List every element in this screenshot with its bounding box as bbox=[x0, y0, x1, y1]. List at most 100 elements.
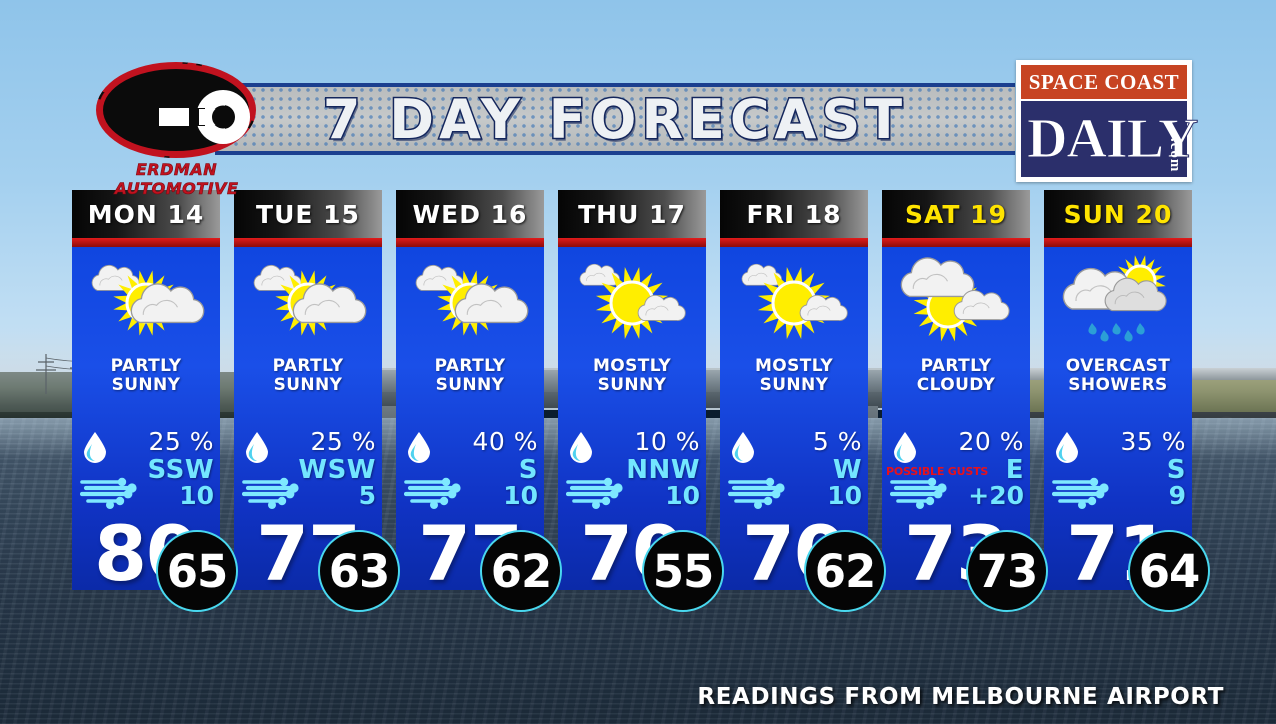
erdman-oval-icon bbox=[96, 62, 256, 158]
day-panel: PARTLY SUNNY 40 % S 10 77 bbox=[396, 247, 544, 594]
partly-cloudy-icon bbox=[900, 257, 1010, 342]
condition-line-2: SUNNY bbox=[111, 375, 181, 395]
publisher-wordmark: DAILY .com bbox=[1019, 101, 1199, 179]
day-header: SUN 20 bbox=[1044, 190, 1192, 238]
partly-sunny-icon bbox=[253, 264, 367, 336]
overcast-showers-icon bbox=[1062, 255, 1167, 342]
data-source-note: READINGS FROM MELBOURNE AIRPORT bbox=[697, 684, 1224, 710]
precipitation-icon bbox=[730, 431, 756, 463]
day-header: THU 17 bbox=[558, 190, 706, 238]
precipitation-chance: 10 % bbox=[634, 427, 700, 456]
wind-speed: 5 bbox=[358, 481, 376, 510]
weather-icon bbox=[1044, 255, 1192, 355]
day-panel: PARTLY SUNNY 25 % SSW 10 80 bbox=[72, 247, 220, 594]
header-accent-bar bbox=[396, 238, 544, 247]
condition-text: PARTLY CLOUDY bbox=[882, 357, 1030, 395]
publisher-line2: DAILY bbox=[1026, 108, 1198, 170]
gust-warning: POSSIBLE GUSTS bbox=[886, 465, 989, 478]
forecast-day-column[interactable]: WED 16 PARTLY SUNNY 40 % S 10 77 bbox=[396, 190, 544, 594]
condition-text: PARTLY SUNNY bbox=[234, 357, 382, 395]
header-accent-bar bbox=[1044, 238, 1192, 247]
publisher-line1: SPACE COAST bbox=[1019, 63, 1189, 101]
low-temperature-value: 63 bbox=[328, 544, 391, 598]
condition-line-2: SUNNY bbox=[759, 375, 829, 395]
wind-indicator-icon bbox=[403, 475, 464, 509]
condition-line-2: SHOWERS bbox=[1068, 375, 1168, 395]
partly-sunny-icon bbox=[415, 264, 529, 336]
wind-icon bbox=[403, 477, 461, 509]
precipitation-chance: 25 % bbox=[310, 427, 376, 456]
low-temperature-value: 62 bbox=[490, 544, 553, 598]
mostly-sunny-icon bbox=[741, 263, 848, 340]
low-temperature-badge: 64 bbox=[1128, 530, 1210, 612]
precipitation-chance: 35 % bbox=[1120, 427, 1186, 456]
low-temperature-badge: 65 bbox=[156, 530, 238, 612]
day-label: WED 16 bbox=[412, 199, 528, 229]
wind-speed: 10 bbox=[503, 481, 538, 510]
low-temperature-badge: 73 bbox=[966, 530, 1048, 612]
low-temperature-badge: 55 bbox=[642, 530, 724, 612]
wind-direction: SSW bbox=[147, 455, 214, 485]
precipitation-icon bbox=[892, 431, 918, 463]
wind-direction: W bbox=[832, 455, 862, 485]
day-header: WED 16 bbox=[396, 190, 544, 238]
wind-icon bbox=[565, 477, 623, 509]
condition-line-1: PARTLY bbox=[272, 356, 344, 376]
condition-text: OVERCAST SHOWERS bbox=[1044, 357, 1192, 395]
day-header: TUE 15 bbox=[234, 190, 382, 238]
wind-icon bbox=[727, 477, 785, 509]
header-accent-bar bbox=[720, 238, 868, 247]
precipitation-drop-icon bbox=[894, 432, 916, 463]
partly-sunny-icon bbox=[91, 264, 205, 336]
wind-speed: +20 bbox=[968, 481, 1024, 510]
condition-line-2: SUNNY bbox=[597, 375, 667, 395]
header-accent-bar bbox=[558, 238, 706, 247]
publisher-suffix: .com bbox=[1167, 137, 1183, 172]
header-accent-bar bbox=[72, 238, 220, 247]
sponsor-name: ERDMAN AUTOMOTIVE bbox=[114, 160, 239, 199]
precipitation-icon bbox=[406, 431, 432, 463]
page-title: 7 DAY FORECAST bbox=[321, 86, 908, 152]
forecast-day-column[interactable]: THU 17 MOSTLY SUNNY 10 % NNW 10 70 bbox=[558, 190, 706, 594]
condition-text: MOSTLY SUNNY bbox=[720, 357, 868, 395]
precipitation-drop-icon bbox=[570, 432, 592, 463]
wind-indicator-icon bbox=[1051, 475, 1112, 509]
precipitation-drop-icon bbox=[1056, 432, 1078, 463]
day-label: THU 17 bbox=[578, 199, 686, 229]
wind-speed: 9 bbox=[1168, 481, 1186, 510]
forecast-day-column[interactable]: TUE 15 PARTLY SUNNY 25 % WSW 5 77 bbox=[234, 190, 382, 594]
publisher-logo[interactable]: SPACE COAST DAILY .com bbox=[1016, 60, 1199, 182]
wind-direction: NNW bbox=[626, 455, 700, 485]
wind-direction: S bbox=[518, 455, 538, 485]
precipitation-drop-icon bbox=[246, 432, 268, 463]
condition-line-1: PARTLY bbox=[110, 356, 182, 376]
sponsor-logo[interactable]: ERDMAN AUTOMOTIVE bbox=[74, 62, 279, 198]
low-temperature-value: 65 bbox=[166, 544, 229, 598]
precipitation-chance: 5 % bbox=[812, 427, 862, 456]
header-accent-bar bbox=[882, 238, 1030, 247]
wind-indicator-icon bbox=[241, 475, 302, 509]
low-temperature-badge: 63 bbox=[318, 530, 400, 612]
day-header: FRI 18 bbox=[720, 190, 868, 238]
precipitation-icon bbox=[568, 431, 594, 463]
precipitation-drop-icon bbox=[732, 432, 754, 463]
title-banner: 7 DAY FORECAST bbox=[215, 83, 1015, 155]
day-label: SAT 19 bbox=[905, 199, 1007, 229]
condition-text: PARTLY SUNNY bbox=[396, 357, 544, 395]
weather-icon bbox=[234, 255, 382, 355]
forecast-day-column[interactable]: MON 14 PARTLY SUNNY 25 % SSW 10 80 bbox=[72, 190, 220, 594]
condition-line-1: MOSTLY bbox=[592, 356, 672, 376]
precipitation-chance: 25 % bbox=[148, 427, 214, 456]
forecast-day-column[interactable]: FRI 18 MOSTLY SUNNY 5 % W 10 70 bbox=[720, 190, 868, 594]
wind-indicator-icon bbox=[727, 475, 788, 509]
condition-line-1: PARTLY bbox=[434, 356, 506, 376]
wind-direction: WSW bbox=[298, 455, 376, 485]
wind-direction: S bbox=[1166, 455, 1186, 485]
wind-indicator-icon bbox=[79, 475, 140, 509]
precipitation-icon bbox=[1054, 431, 1080, 463]
precipitation-icon bbox=[244, 431, 270, 463]
low-temperature-value: 62 bbox=[814, 544, 877, 598]
day-label: SUN 20 bbox=[1063, 199, 1173, 229]
wind-icon bbox=[241, 477, 299, 509]
weather-icon bbox=[720, 255, 868, 355]
